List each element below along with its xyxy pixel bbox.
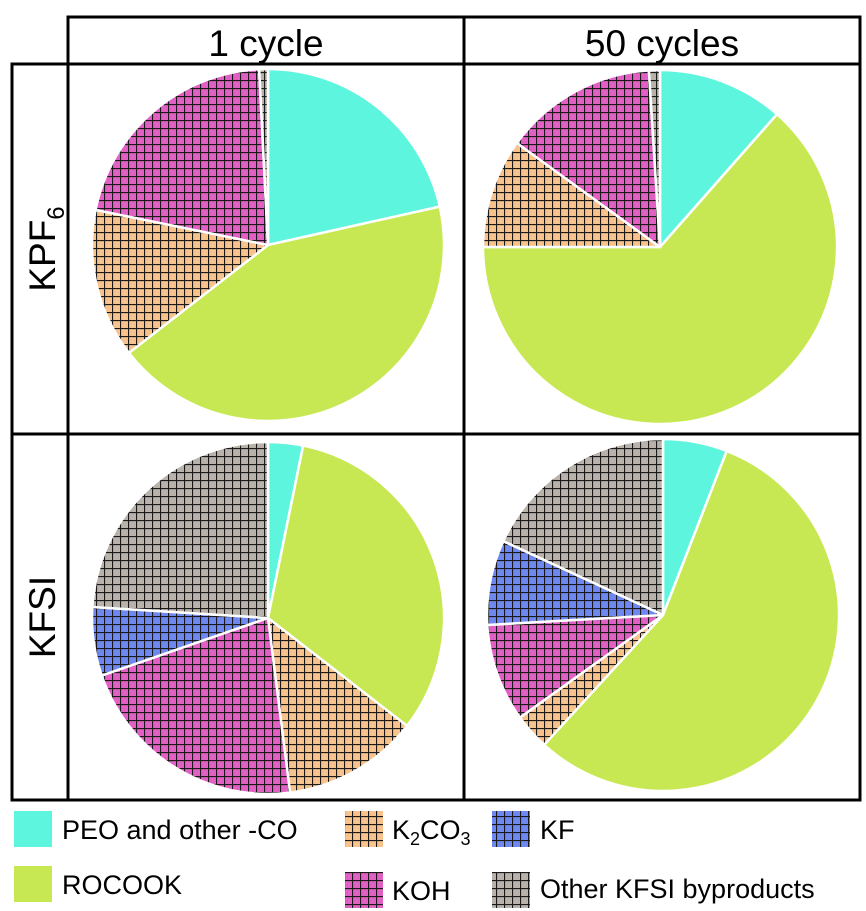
legend-label-kf: KF [540, 815, 575, 845]
pie-1 [481, 68, 839, 426]
pie-0-slice-rocook [127, 205, 446, 423]
legend-label-k2co3: K2CO3 [392, 815, 471, 849]
panel-frame-kfsi-50-cycles [462, 432, 862, 802]
legend-swatch-other [492, 872, 530, 908]
pie-0-slice-k2co3 [90, 208, 270, 355]
pie-3-slice-rocook [542, 449, 841, 793]
row-label-kfsi: KFSI [22, 576, 63, 658]
pie-3-slice-other [502, 437, 665, 617]
legend-swatch-peo [14, 811, 52, 847]
pie-0-slice-peo [266, 67, 442, 247]
legend-swatch-k2co3 [345, 811, 383, 847]
pie-1-slice-other [647, 68, 662, 249]
legend-swatch-rocook [14, 866, 52, 902]
legend-label-other: Other KFSI byproducts [540, 874, 815, 904]
legend-label-peo: PEO and other -CO [62, 815, 298, 845]
pie-1-slice-peo [658, 68, 779, 249]
pie-3-slice-koh [486, 613, 665, 719]
legend: PEO and other -CO K2CO3 KF ROCOOK KOH Ot… [14, 811, 815, 908]
pie-3 [485, 437, 841, 793]
pie-1-slice-rocook [481, 112, 839, 426]
pie-0-slice-other [257, 67, 270, 247]
pie-2-slice-rocook [266, 444, 446, 728]
legend-label-rocook: ROCOOK [62, 870, 182, 900]
pie-2-slice-other [91, 440, 270, 620]
pie-0 [90, 67, 446, 423]
legend-label-koh: KOH [392, 876, 451, 906]
legend-swatch-kf [492, 811, 530, 847]
pie-0-slice-koh [94, 67, 270, 247]
pie-2-slice-koh [100, 616, 292, 796]
pie-grid [90, 67, 841, 796]
column-header-1-cycle: 1 cycle [208, 23, 323, 64]
pie-1-slice-k2co3 [481, 141, 662, 249]
pie-2-slice-k2co3 [266, 616, 409, 794]
legend-swatch-koh [345, 872, 383, 908]
pie-2 [90, 440, 446, 796]
row-label-kpf6: KPF6 [22, 206, 70, 291]
column-header-50-cycles: 50 cycles [585, 23, 739, 64]
pie-1-slice-koh [515, 69, 662, 249]
